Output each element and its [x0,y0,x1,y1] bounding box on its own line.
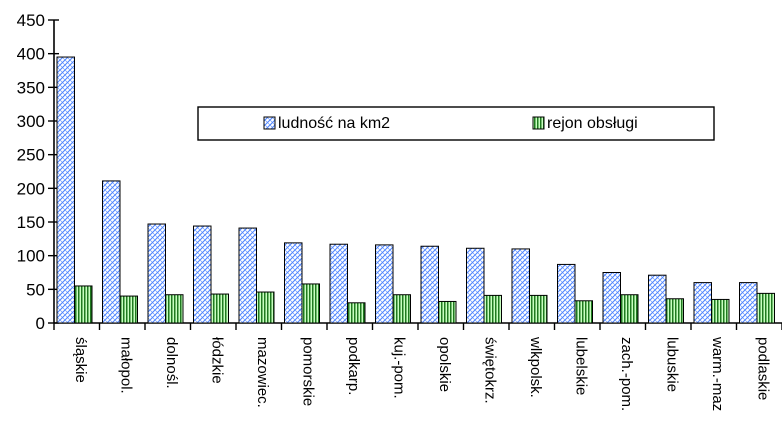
x-category-label: podlaskie [755,337,772,400]
x-category-label: kuj.-pom. [391,337,408,399]
bar-rejon-9 [483,294,502,324]
bar-rejon-6 [347,302,366,324]
x-category-label: pomorskie [300,337,317,406]
bar-ludnosc-15 [739,282,758,324]
bar-ludnosc-4 [238,227,257,324]
bar-ludnosc-1 [102,180,121,324]
x-category-label: podkarp. [345,337,362,395]
legend-box [197,106,715,141]
x-category-label: świętokrz. [482,337,499,404]
x-category-label: łódzkie [209,337,226,384]
y-tick-label: 300 [17,112,45,131]
x-category-label: warm.-maz [709,336,726,411]
y-tick-label: 250 [17,146,45,165]
legend-swatch-ludnosc [263,116,276,130]
legend-swatch-rejon [532,116,545,130]
bar-ludnosc-6 [329,243,348,324]
legend-label-ludnosc: ludność na km2 [278,115,390,132]
bar-rejon-5 [301,283,320,324]
x-category-label: śląskie [72,337,89,383]
x-category-label: małopol. [118,337,135,394]
bar-rejon-3 [210,293,229,324]
x-tick-labels: śląskie małopol. dolnośl. łódzkie mazowiec. p… [72,336,772,411]
bar-ludnosc-8 [420,245,439,324]
y-tick-label: 350 [17,78,45,97]
x-category-label: lubelskie [573,337,590,395]
y-tick-label: 450 [17,11,45,30]
bar-ludnosc-14 [693,282,712,324]
bar-ludnosc-9 [466,247,485,324]
y-tick-label: 400 [17,45,45,64]
bar-rejon-7 [392,294,411,324]
bar-rejon-4 [256,291,275,324]
y-tick-labels: 0 50 100 150 200 250 300 350 400 450 [17,11,45,333]
bar-rejon-14 [711,298,730,324]
bar-rejon-15 [756,292,775,324]
y-tick-label: 0 [36,314,45,333]
chart-bars [56,56,775,324]
bar-ludnosc-3 [193,225,212,324]
legend-label-rejon: rejon obsługi [547,115,638,132]
bar-rejon-12 [620,294,639,324]
y-tick-label: 100 [17,247,45,266]
y-tick-label: 200 [17,179,45,198]
bar-ludnosc-12 [602,272,621,324]
chart-legend: ludność na km2 rejon obsługi [197,106,715,141]
bar-rejon-8 [438,300,457,324]
y-tick-label: 150 [17,213,45,232]
bar-rejon-10 [529,294,548,324]
bar-ludnosc-11 [557,263,576,324]
bar-rejon-2 [165,294,184,324]
bar-rejon-0 [74,285,93,324]
bar-rejon-11 [574,300,593,324]
x-category-label: zach.-pom. [618,337,635,411]
bar-rejon-13 [665,298,684,324]
bar-ludnosc-10 [511,248,530,324]
x-category-label: wlkpolsk. [527,336,544,398]
x-category-label: lubuskie [664,337,681,392]
y-tick-label: 50 [26,280,45,299]
bar-ludnosc-0 [56,56,75,324]
x-category-label: opolskie [436,337,453,392]
bar-ludnosc-13 [648,274,667,324]
bar-ludnosc-5 [284,242,303,324]
x-category-label: mazowiec. [254,337,271,408]
bar-ludnosc-7 [375,244,394,324]
bar-rejon-1 [119,295,138,324]
bar-ludnosc-2 [147,223,166,324]
x-category-label: dolnośl. [163,337,180,389]
